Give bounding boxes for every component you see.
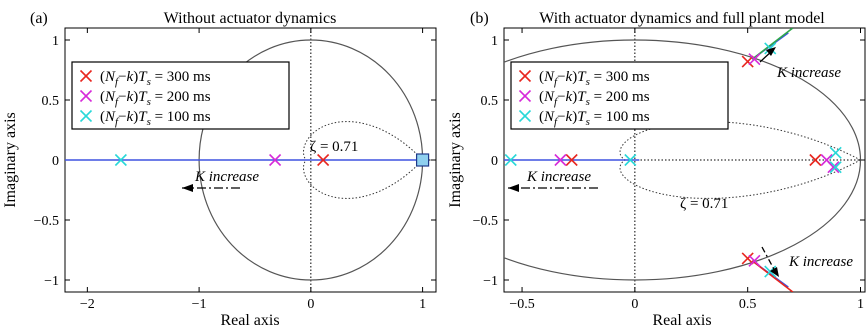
zeta-curve-lower: [619, 159, 861, 199]
closed-loop-pole-marker: [114, 153, 127, 167]
legend-marker: [518, 109, 532, 123]
panel-b-title: With actuator dynamics and full plant mo…: [539, 10, 825, 27]
panel-b-ticks: −0.5 0 0.5 1 −1 −0.5 0 0.5 1: [473, 28, 865, 312]
y-tick-label: 0: [52, 154, 59, 169]
panel-b-k-annotation-bottom: K increase: [761, 246, 853, 277]
closed-loop-pole-marker: [741, 55, 754, 68]
zeta-curve-lower: [302, 159, 423, 199]
closed-loop-pole-marker: [809, 153, 822, 167]
panel-b-k-label-left: K increase: [526, 169, 591, 185]
panel-a-ticks: −2 −1 0 1 −1 −0.5 0 0.5 1: [34, 28, 436, 312]
closed-loop-pole-marker: [554, 153, 567, 167]
open-loop-pole: [415, 153, 430, 167]
x-tick-label: 0.5: [739, 297, 757, 312]
panel-b-k-arrowhead-left: [508, 184, 519, 192]
closed-loop-pole-marker: [269, 153, 282, 167]
y-tick-label: −1: [44, 274, 59, 289]
legend-label: (Nf−k)Ts = 300 ms: [539, 69, 650, 88]
x-tick-label: 0: [307, 297, 314, 312]
panel-a-legend: (Nf−k)Ts = 300 ms(Nf−k)Ts = 200 ms(Nf−k)…: [71, 61, 290, 130]
panel-b: (b) With actuator dynamics and full plan…: [447, 10, 866, 329]
closed-loop-pole-marker: [317, 153, 330, 167]
legend-label: (Nf−k)Ts = 300 ms: [100, 69, 211, 88]
panel-a-label: (a): [30, 10, 48, 27]
panel-a-k-label: K increase: [194, 169, 259, 185]
legend-marker: [518, 69, 532, 83]
panel-b-xlabel: Real axis: [652, 312, 711, 329]
panel-b-zeta-label: ζ = 0.71: [680, 196, 728, 212]
x-tick-label: −1: [192, 297, 207, 312]
closed-loop-pole-marker: [741, 252, 754, 265]
panel-b-k-annotation-top: K increase: [759, 47, 841, 81]
x-tick-label: 1: [857, 297, 864, 312]
closed-loop-pole-marker: [827, 161, 840, 174]
y-tick-label: −1: [483, 274, 498, 289]
closed-loop-pole-marker: [748, 53, 761, 66]
legend-label: (Nf−k)Ts = 200 ms: [100, 89, 211, 108]
x-tick-label: 0: [631, 297, 638, 312]
legend-label: (Nf−k)Ts = 100 ms: [539, 109, 650, 128]
legend-marker: [79, 109, 93, 123]
closed-loop-pole-marker: [565, 153, 578, 167]
panel-a-k-annotation: K increase: [182, 169, 259, 192]
panel-a-zeta-label: ζ = 0.71: [310, 139, 358, 155]
legend-marker: [79, 89, 93, 103]
x-tick-label: −2: [80, 297, 95, 312]
closed-loop-pole-marker: [764, 42, 777, 55]
legend-box: [71, 61, 290, 130]
zeta-curve-upper: [302, 121, 423, 161]
legend-label: (Nf−k)Ts = 100 ms: [100, 109, 211, 128]
legend-label: (Nf−k)Ts = 200 ms: [539, 89, 650, 108]
y-tick-label: 1: [491, 34, 498, 49]
y-tick-label: 0.5: [481, 94, 499, 109]
panel-b-ylabel: Imaginary axis: [447, 112, 464, 208]
panel-b-k-arrow-bottom: [761, 246, 777, 274]
panel-a-xlabel: Real axis: [220, 312, 279, 329]
zeta-curve-upper: [619, 121, 861, 161]
panel-b-markers: [504, 42, 842, 278]
panel-a-markers: [114, 153, 330, 167]
panel-b-legend: (Nf−k)Ts = 300 ms(Nf−k)Ts = 200 ms(Nf−k)…: [510, 61, 729, 130]
panel-b-k-arrowhead-bottom: [770, 267, 779, 277]
y-tick-label: 1: [52, 34, 59, 49]
panel-b-label: (b): [470, 10, 489, 27]
panel-a-locus: [65, 153, 430, 167]
panel-a-k-arrowhead: [182, 184, 193, 192]
x-tick-label: −0.5: [509, 297, 534, 312]
y-tick-label: −0.5: [34, 214, 59, 229]
closed-loop-pole-marker: [624, 153, 637, 167]
x-tick-label: 1: [419, 297, 426, 312]
panel-a: (a) Without actuator dynamics −2 −1 0 1 −1 −0…: [2, 10, 437, 329]
panel-b-k-label-bottom: K increase: [788, 254, 853, 270]
closed-loop-pole-marker: [829, 161, 842, 174]
closed-loop-pole-marker: [748, 254, 761, 267]
legend-box: [510, 61, 729, 130]
closed-loop-pole-marker: [829, 146, 842, 159]
panel-b-k-annotation-left: K increase: [508, 169, 598, 192]
y-tick-label: −0.5: [473, 214, 498, 229]
y-tick-label: 0: [491, 154, 498, 169]
panel-b-k-label-top: K increase: [776, 65, 841, 81]
legend-marker: [518, 89, 532, 103]
legend-marker: [79, 69, 93, 83]
closed-loop-pole-marker: [504, 153, 517, 167]
panel-a-title: Without actuator dynamics: [164, 10, 337, 27]
y-tick-label: 0.5: [42, 94, 60, 109]
panel-b-k-arrowhead-top: [766, 47, 776, 56]
panel-a-ylabel: Imaginary axis: [2, 112, 19, 208]
